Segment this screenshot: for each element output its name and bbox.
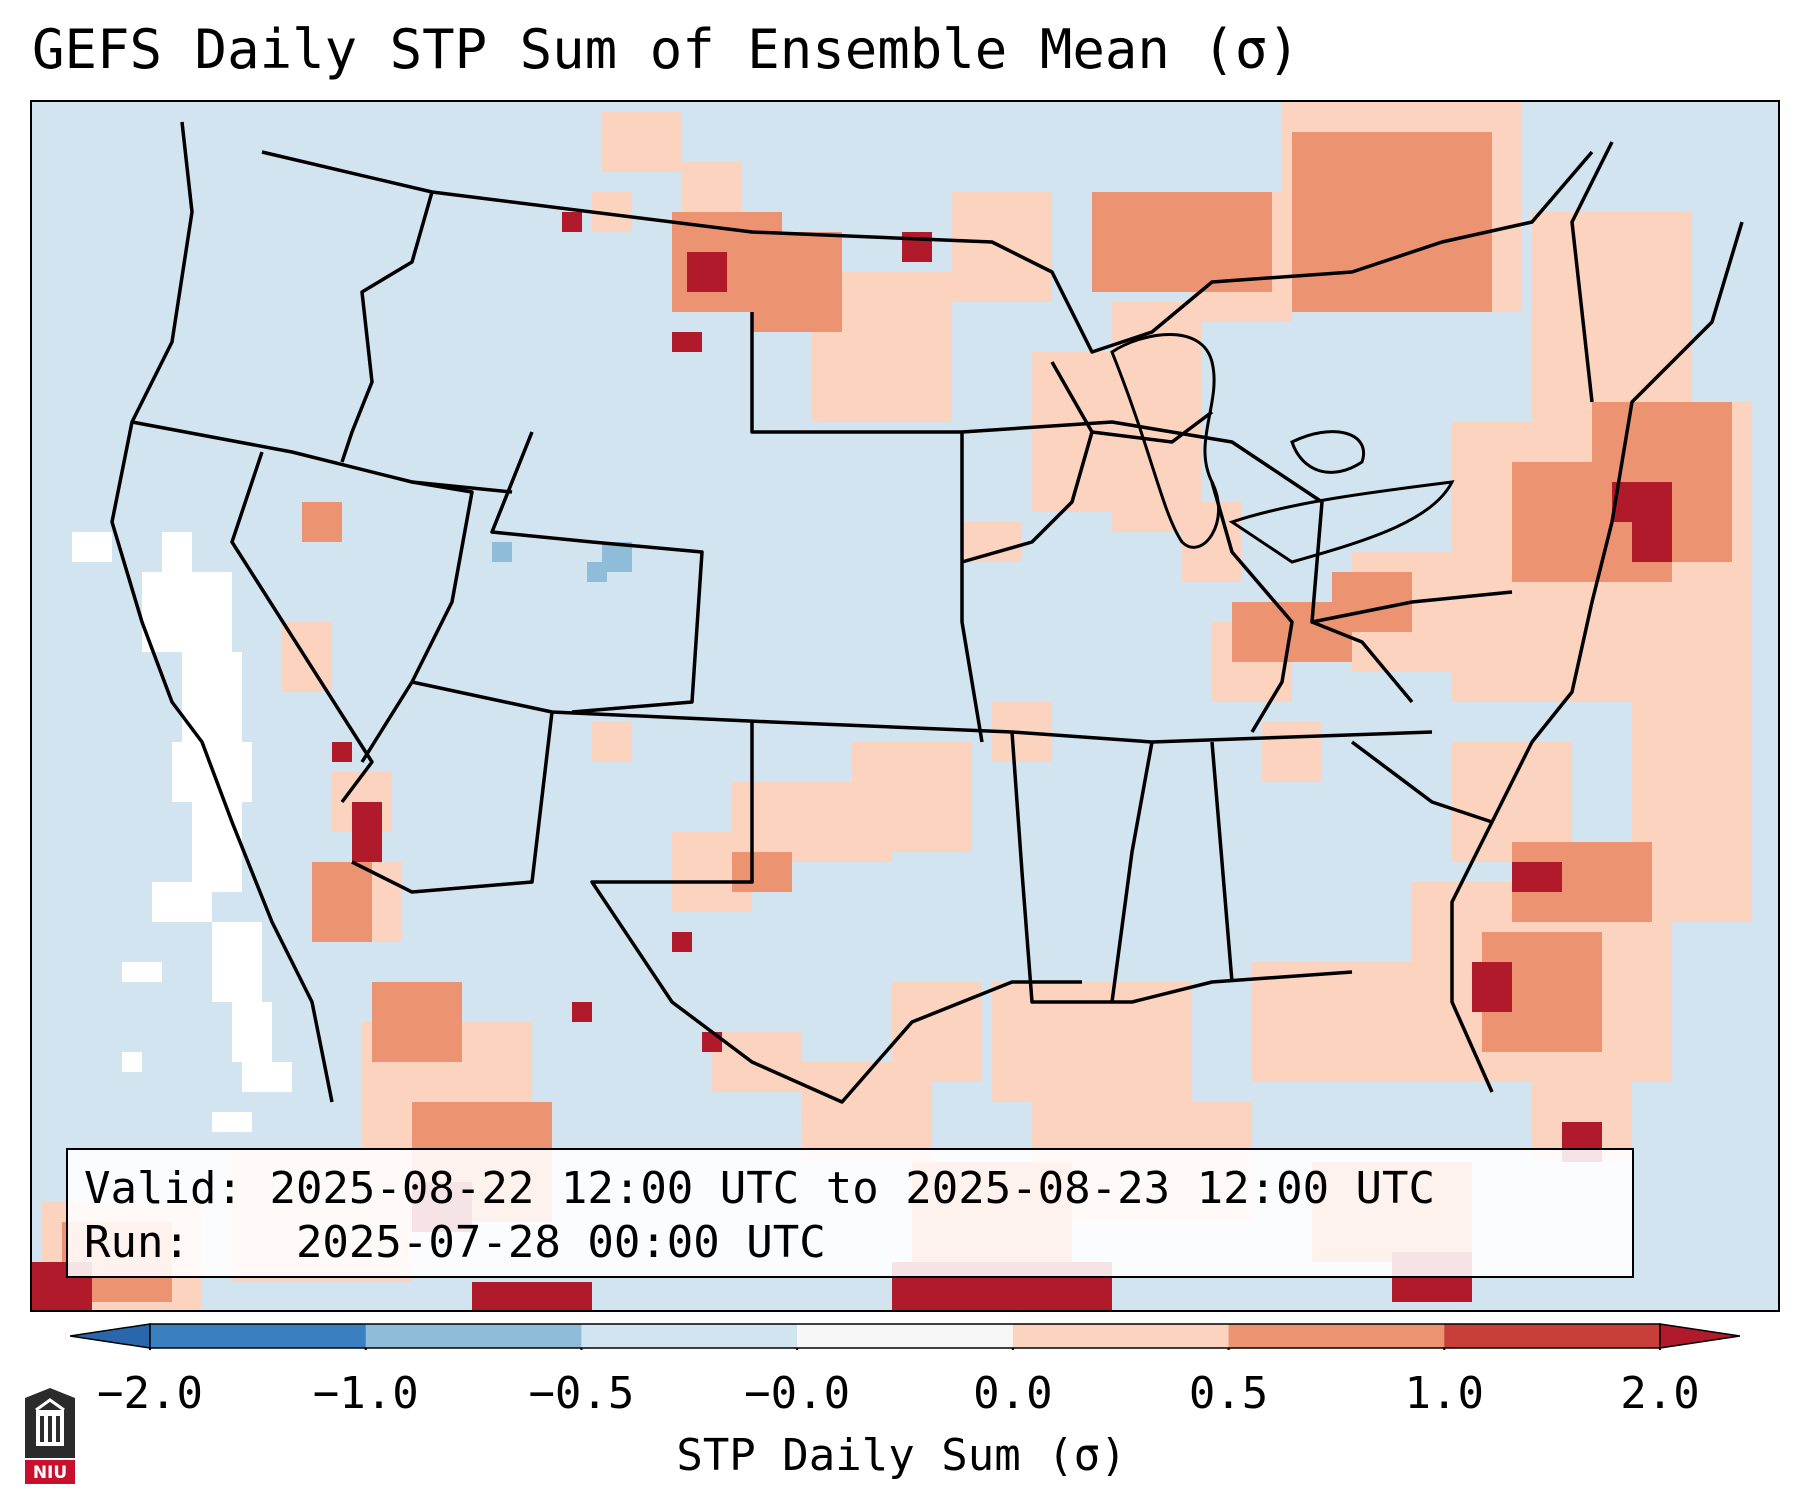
colorbar-title: STP Daily Sum (σ): [676, 1430, 1127, 1481]
run-label: Run:: [84, 1217, 190, 1268]
run-time-row: Run: 2025-07-28 00:00 UTC: [84, 1216, 1616, 1270]
great-lakes: [1110, 333, 1455, 564]
colorbar-segment: [1228, 1324, 1445, 1348]
colorbar-segment: [150, 1324, 367, 1348]
valid-label: Valid:: [84, 1163, 243, 1214]
white-anomaly-cells: [72, 532, 292, 1132]
colorbar-segment: [797, 1324, 1014, 1348]
validity-info-box: Valid: 2025-08-22 12:00 UTC to 2025-08-2…: [66, 1148, 1634, 1278]
colorbar-tick-label: −0.5: [528, 1368, 635, 1419]
state-borders: [110, 121, 1744, 1104]
colorbar-tick-label: −0.0: [744, 1368, 851, 1419]
light-anomaly-cells: [42, 102, 1752, 1310]
colorbar: [70, 1323, 1740, 1350]
colorbar-tick-label: −1.0: [312, 1368, 419, 1419]
valid-time-row: Valid: 2025-08-22 12:00 UTC to 2025-08-2…: [84, 1162, 1616, 1216]
colorbar-tick-label: −2.0: [97, 1368, 203, 1419]
colorbar-segment: [365, 1324, 582, 1348]
colorbar-segment: [581, 1324, 798, 1348]
colorbar-low-extension: [70, 1323, 151, 1349]
niu-logo: NIU: [25, 1388, 75, 1484]
colorbar-high-extension: [1659, 1323, 1740, 1349]
run-value: 2025-07-28 00:00 UTC: [295, 1217, 826, 1268]
map-canvas: [32, 102, 1752, 1310]
chart-title: GEFS Daily STP Sum of Ensemble Mean (σ): [32, 18, 1300, 81]
niu-logo-text: NIU: [33, 1463, 67, 1483]
colorbar-tick-label: 2.0: [1620, 1368, 1700, 1419]
valid-value: 2025-08-22 12:00 UTC to 2025-08-23 12:00…: [269, 1163, 1436, 1214]
colorbar-segment: [1012, 1324, 1230, 1348]
colorbar-tick-label: 1.0: [1404, 1368, 1485, 1419]
blue-anomaly-cells: [492, 542, 632, 582]
map-panel: [30, 100, 1780, 1312]
colorbar-tick-label: 0.0: [973, 1368, 1053, 1419]
colorbar-segments: [149, 1323, 1661, 1350]
colorbar-tick-label: 0.5: [1188, 1368, 1269, 1419]
colorbar-segment: [1444, 1324, 1661, 1348]
